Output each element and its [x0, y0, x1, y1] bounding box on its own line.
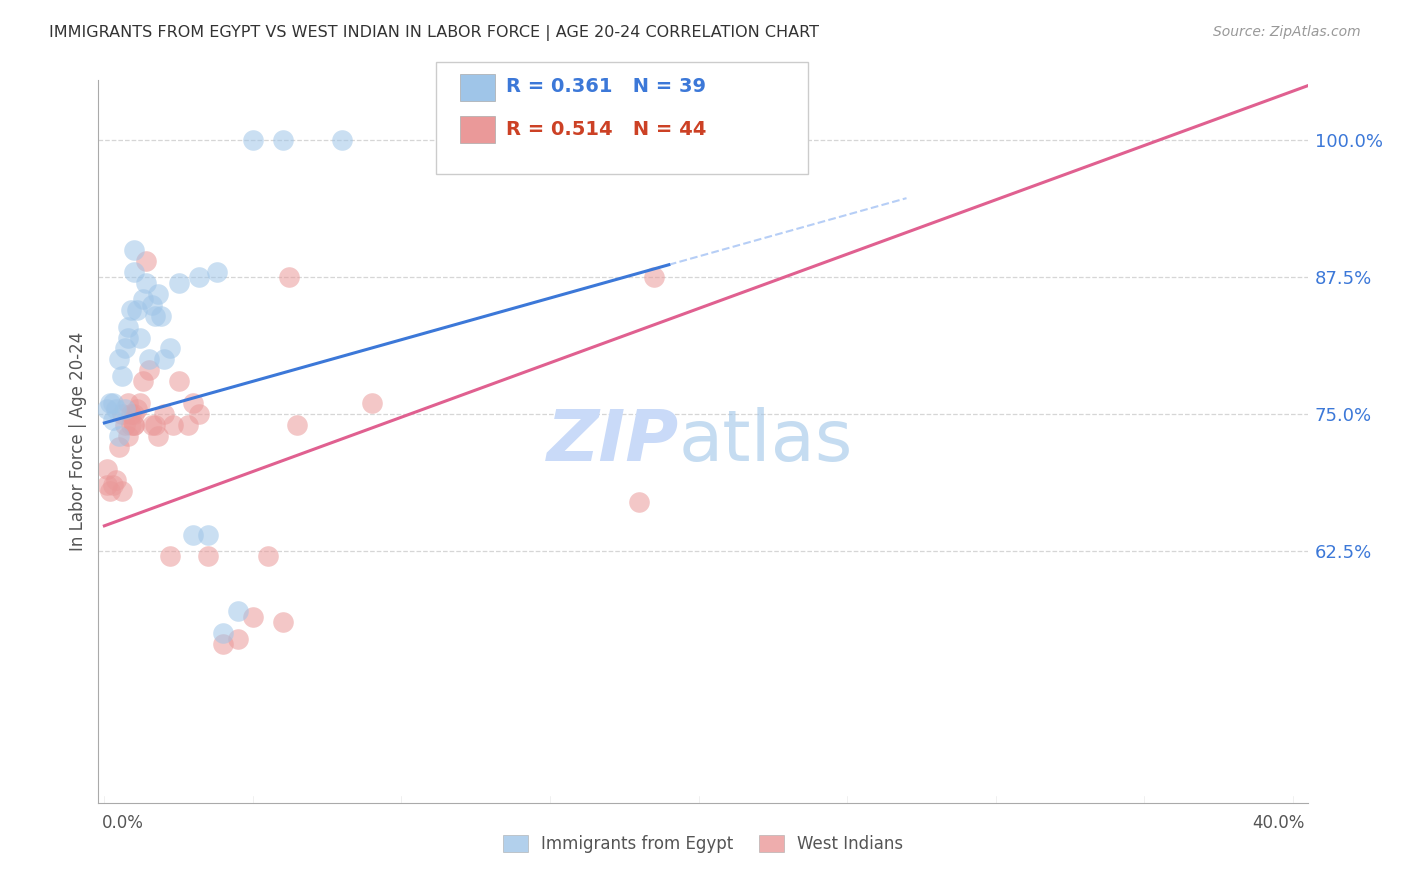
- Text: 0.0%: 0.0%: [101, 814, 143, 831]
- Point: [271, 133, 294, 147]
- Point: [98, 396, 121, 410]
- Point: [138, 363, 160, 377]
- Point: [105, 401, 128, 416]
- Point: [129, 330, 152, 344]
- Point: [256, 549, 278, 564]
- Point: [103, 478, 125, 492]
- Point: [197, 549, 219, 564]
- Point: [146, 429, 169, 443]
- Point: [226, 632, 249, 646]
- Point: [162, 418, 184, 433]
- Point: [111, 483, 134, 498]
- Point: [111, 368, 134, 383]
- Point: [141, 298, 163, 312]
- Point: [287, 418, 309, 433]
- Text: R = 0.361   N = 39: R = 0.361 N = 39: [506, 77, 706, 96]
- Point: [159, 342, 181, 356]
- Point: [117, 396, 139, 410]
- Point: [188, 270, 211, 285]
- Point: [132, 374, 155, 388]
- Point: [643, 270, 665, 285]
- Point: [277, 270, 299, 285]
- Point: [117, 330, 139, 344]
- Point: [117, 319, 139, 334]
- Point: [141, 418, 163, 433]
- Point: [242, 133, 264, 147]
- Point: [146, 286, 169, 301]
- Point: [111, 407, 134, 421]
- Point: [643, 133, 665, 147]
- Point: [98, 483, 121, 498]
- Point: [167, 374, 190, 388]
- Point: [114, 418, 136, 433]
- Point: [152, 407, 174, 421]
- Point: [628, 494, 651, 508]
- Point: [183, 396, 205, 410]
- Point: [103, 412, 125, 426]
- Point: [176, 418, 198, 433]
- Point: [135, 276, 157, 290]
- Legend: Immigrants from Egypt, West Indians: Immigrants from Egypt, West Indians: [496, 828, 910, 860]
- Point: [108, 352, 131, 367]
- Point: [114, 342, 136, 356]
- Point: [108, 440, 131, 454]
- Point: [108, 429, 131, 443]
- Point: [103, 396, 125, 410]
- Point: [212, 637, 235, 651]
- Point: [360, 396, 382, 410]
- Text: 40.0%: 40.0%: [1253, 814, 1305, 831]
- Point: [122, 243, 145, 257]
- Point: [120, 303, 142, 318]
- Point: [149, 309, 172, 323]
- Point: [330, 133, 353, 147]
- Point: [143, 418, 166, 433]
- Point: [167, 276, 190, 290]
- Point: [96, 478, 118, 492]
- Point: [125, 303, 148, 318]
- Point: [152, 352, 174, 367]
- Point: [143, 309, 166, 323]
- Point: [242, 609, 264, 624]
- Point: [105, 473, 128, 487]
- Y-axis label: In Labor Force | Age 20-24: In Labor Force | Age 20-24: [69, 332, 87, 551]
- Point: [688, 133, 710, 147]
- Point: [138, 352, 160, 367]
- Point: [96, 462, 118, 476]
- Point: [114, 401, 136, 416]
- Point: [658, 133, 681, 147]
- Point: [122, 418, 145, 433]
- Point: [120, 407, 142, 421]
- Point: [120, 418, 142, 433]
- Text: IMMIGRANTS FROM EGYPT VS WEST INDIAN IN LABOR FORCE | AGE 20-24 CORRELATION CHAR: IMMIGRANTS FROM EGYPT VS WEST INDIAN IN …: [49, 25, 820, 41]
- Point: [207, 265, 229, 279]
- Point: [271, 615, 294, 630]
- Point: [122, 418, 145, 433]
- Text: R = 0.514   N = 44: R = 0.514 N = 44: [506, 120, 707, 139]
- Point: [212, 626, 235, 640]
- Point: [117, 429, 139, 443]
- Point: [122, 265, 145, 279]
- Point: [135, 253, 157, 268]
- Point: [658, 133, 681, 147]
- Point: [132, 292, 155, 306]
- Point: [226, 604, 249, 618]
- Point: [125, 401, 148, 416]
- Point: [159, 549, 181, 564]
- Point: [188, 407, 211, 421]
- Text: Source: ZipAtlas.com: Source: ZipAtlas.com: [1213, 25, 1361, 39]
- Point: [129, 396, 152, 410]
- Point: [96, 401, 118, 416]
- Point: [122, 407, 145, 421]
- Point: [643, 133, 665, 147]
- Point: [183, 527, 205, 541]
- Text: ZIP: ZIP: [547, 407, 679, 476]
- Point: [197, 527, 219, 541]
- Text: atlas: atlas: [679, 407, 853, 476]
